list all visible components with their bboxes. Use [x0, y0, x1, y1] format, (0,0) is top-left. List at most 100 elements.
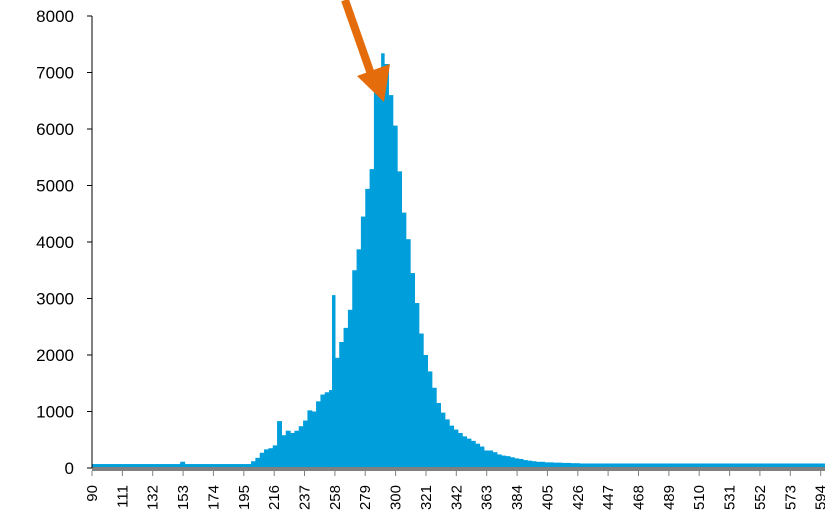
histogram-bar	[540, 461, 546, 468]
y-axis-tick-labels: 0 1000 2000 3000 4000 5000 6000 7000 8000	[36, 7, 74, 478]
y-tick-label: 5000	[36, 177, 74, 196]
histogram-bar	[290, 432, 296, 468]
histogram-bar	[405, 239, 411, 468]
histogram-bar	[397, 171, 402, 469]
x-tick-label: 552	[752, 485, 769, 510]
x-tick-label: 237	[297, 485, 314, 510]
histogram-bar	[324, 392, 330, 468]
histogram-bar	[531, 461, 537, 468]
x-tick-label: 405	[539, 485, 556, 510]
histogram-bar	[462, 436, 468, 468]
histogram-bar	[431, 387, 437, 468]
annotation-arrow	[341, 0, 390, 102]
histogram-bar	[527, 460, 533, 468]
histogram-bar	[255, 457, 261, 468]
histogram-bar	[251, 461, 256, 468]
histogram-bar	[522, 460, 528, 468]
histogram-bar	[268, 448, 274, 468]
histogram-bar	[378, 69, 382, 469]
histogram-bar	[373, 74, 379, 468]
histogram-bar	[566, 462, 572, 468]
x-tick-label: 90	[84, 485, 101, 502]
x-tick-label: 531	[722, 485, 739, 510]
histogram-bar	[180, 461, 184, 468]
histogram-bar	[311, 411, 317, 468]
histogram-bar	[259, 452, 265, 468]
x-tick-label: 447	[600, 485, 617, 510]
x-tick-label: 195	[236, 485, 253, 510]
histogram-bar	[518, 458, 524, 468]
x-tick-label: 111	[114, 485, 131, 508]
y-tick-label: 7000	[36, 64, 74, 83]
histogram-bar	[535, 461, 541, 468]
y-tick-label: 0	[65, 459, 74, 478]
histogram-bar	[414, 303, 420, 468]
x-tick-label: 216	[266, 485, 283, 510]
histogram-bar	[264, 449, 269, 468]
y-tick-label: 3000	[36, 290, 74, 309]
x-tick-label: 573	[782, 485, 799, 510]
histogram-bar	[384, 64, 389, 469]
histogram-bar	[277, 421, 282, 468]
histogram-bar	[574, 463, 580, 468]
histogram-bar	[544, 462, 550, 468]
histogram-bar	[466, 438, 472, 468]
histogram-bar	[453, 429, 459, 468]
histogram-bar	[365, 188, 371, 468]
histogram-bar	[483, 450, 489, 468]
histogram-bar	[427, 371, 433, 468]
x-tick-label: 594	[813, 485, 825, 510]
x-tick-label: 258	[327, 485, 344, 510]
histogram-bar	[392, 125, 398, 469]
histogram-bar	[347, 309, 353, 468]
histogram-bar	[470, 440, 476, 468]
annotation-arrow-head	[357, 64, 390, 102]
x-tick-label: 132	[145, 485, 162, 510]
histogram-bar	[334, 357, 340, 468]
histogram-bar	[360, 216, 366, 468]
annotation-arrow-shaft	[341, 0, 375, 76]
histogram-bar	[410, 273, 416, 468]
x-tick-label: 384	[509, 485, 526, 510]
histogram-bar	[561, 462, 567, 468]
histogram-bar	[583, 463, 589, 468]
histogram-bar	[579, 463, 585, 468]
histogram-bar	[303, 420, 309, 468]
histogram-bar	[183, 461, 186, 468]
y-tick-label: 2000	[36, 346, 74, 365]
histogram-bar	[178, 464, 181, 468]
histogram-bar	[505, 456, 511, 468]
histogram-bar	[388, 95, 394, 468]
histogram-bar	[587, 463, 825, 468]
histogram-bars	[92, 53, 825, 469]
x-axis-tick-labels: 90 111 132 153 174 195 216 237 258 279 300 321 342 36…	[84, 485, 825, 510]
x-tick-label: 342	[448, 485, 465, 510]
x-tick-label: 300	[388, 485, 405, 510]
histogram-bar	[248, 464, 252, 468]
histogram-bar	[307, 410, 313, 468]
histogram-bar	[401, 212, 407, 468]
histogram-bar	[285, 430, 291, 468]
histogram-bar	[557, 462, 563, 468]
histogram-bar	[570, 463, 576, 468]
histogram-bar	[343, 327, 349, 468]
histogram-bar	[492, 452, 498, 468]
histogram-bar	[298, 426, 304, 468]
histogram-bar	[475, 443, 481, 468]
histogram-bar	[294, 430, 300, 468]
histogram-bar	[352, 270, 358, 468]
histogram-bar	[369, 169, 375, 468]
histogram-bar	[457, 432, 463, 468]
histogram-bar	[488, 450, 494, 468]
histogram-bar	[444, 419, 450, 468]
histogram-bar	[548, 462, 554, 468]
y-tick-label: 1000	[36, 403, 74, 422]
x-tick-label: 510	[691, 485, 708, 510]
x-tick-label: 468	[631, 485, 648, 510]
x-tick-label: 426	[570, 485, 587, 510]
histogram-bar	[418, 333, 424, 468]
histogram-bar	[440, 412, 446, 468]
histogram-bar	[423, 355, 429, 468]
x-tick-label: 279	[357, 485, 374, 510]
